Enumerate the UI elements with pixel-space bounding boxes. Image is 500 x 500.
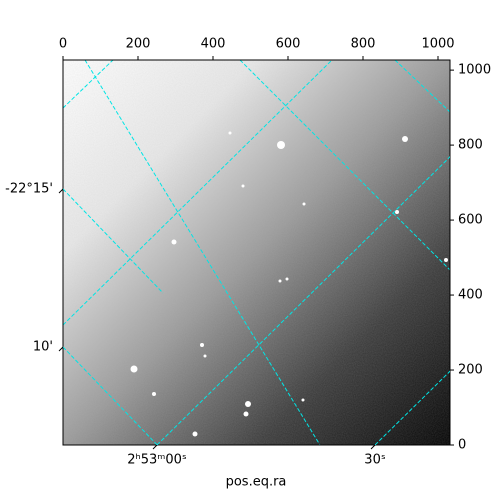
x-tick-label: 0 [59, 37, 67, 52]
dec-tick [58, 346, 64, 352]
ra-tick-label: 30ˢ [364, 453, 386, 468]
x-tick-label: 400 [201, 37, 226, 52]
x-tick-label: 200 [126, 37, 151, 52]
ra-tick-label: 2ʰ53ᵐ00ˢ [127, 453, 187, 468]
y-tick-label: 800 [458, 138, 483, 153]
y-tick-label: 200 [458, 363, 483, 378]
dec-tick [58, 188, 64, 194]
x-axis-label: pos.eq.ra [226, 475, 287, 490]
y-tick-label: 0 [458, 438, 466, 453]
dec-grid-line [63, 188, 164, 294]
dec-grid-line [63, 346, 158, 445]
dec-tick-label: -22°15' [5, 182, 53, 197]
dec-tick-label: 10' [33, 340, 53, 355]
y-tick-label: 600 [458, 213, 483, 228]
image [63, 60, 450, 445]
x-tick-label: 800 [351, 37, 376, 52]
y-tick-label: 400 [458, 288, 483, 303]
coordinate-grid [63, 60, 450, 445]
y-tick-label: 1000 [458, 63, 491, 78]
plot-frame [62, 59, 451, 446]
ra-grid-line [156, 156, 450, 445]
x-tick-label: 1000 [421, 37, 454, 52]
ra-tick [370, 444, 376, 450]
stars [130, 131, 448, 437]
ra-tick [152, 444, 158, 450]
x-tick-label: 600 [276, 37, 301, 52]
